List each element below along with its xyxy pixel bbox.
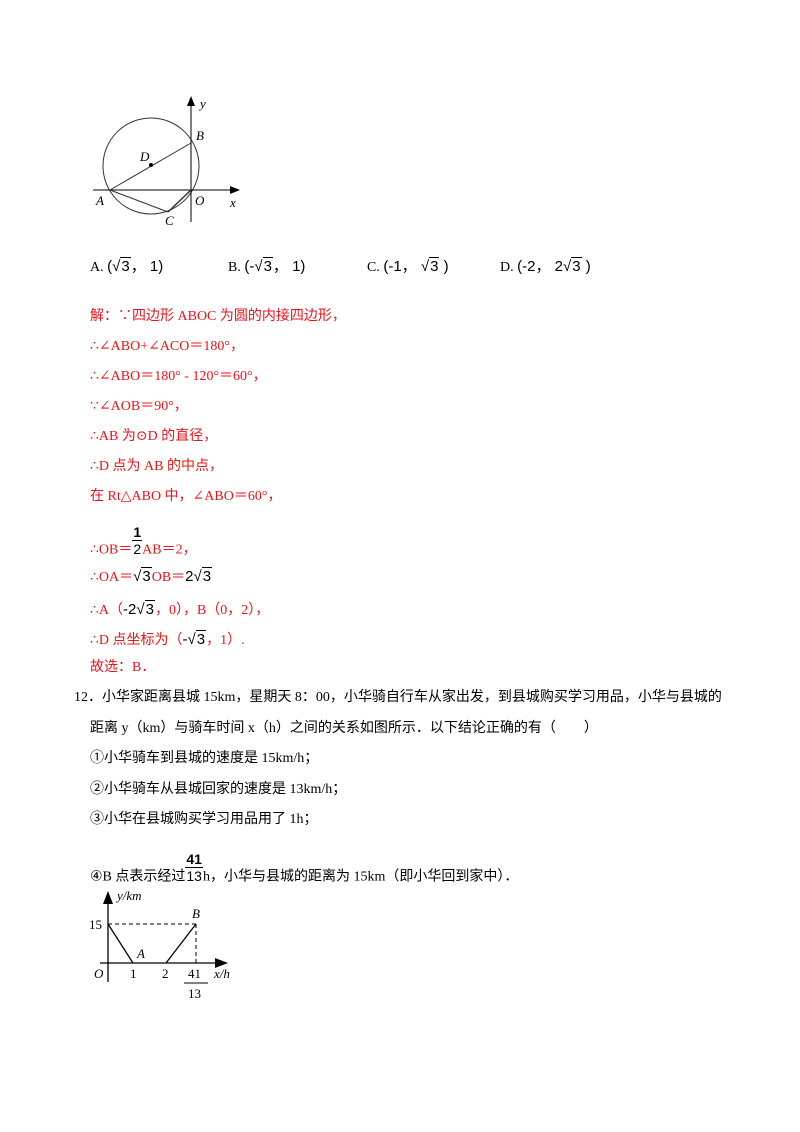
label-d: D <box>139 149 150 164</box>
y-axis-label: y/km <box>115 888 142 903</box>
solution-line: ∴A（-2√3，0），B（0，2）， <box>90 600 270 618</box>
label-c: C <box>165 213 174 228</box>
fraction: 41 13 <box>185 851 203 884</box>
y-axis-arrow-icon <box>187 96 195 106</box>
solution-line: 在 Rt△ABO 中，∠ABO＝60°， <box>90 489 282 504</box>
circle-figure: y B D A O x C <box>93 96 240 228</box>
distance-time-graph: y/km 15 B A O 1 2 41 13 x/h <box>89 888 230 1001</box>
label-b: B <box>196 128 204 143</box>
option-letter: A. <box>90 260 104 275</box>
x-tick-41-num: 41 <box>188 966 201 981</box>
solution-line: ∴∠ABO＝180° - 120°＝60°， <box>90 369 267 384</box>
segment-ac <box>109 189 169 213</box>
solution-line: ∴D 点为 AB 的中点， <box>90 459 223 474</box>
point-d <box>149 163 153 167</box>
option-letter: B. <box>228 260 241 275</box>
point-label-a: A <box>136 946 145 961</box>
x-tick-13-den: 13 <box>188 986 201 1001</box>
option-letter: C. <box>367 260 380 275</box>
x-tick-2: 2 <box>162 966 169 981</box>
label-x: x <box>229 195 236 210</box>
x-axis-label: x/h <box>213 966 230 981</box>
option-letter: D. <box>500 260 514 275</box>
y-tick-15: 15 <box>89 917 102 932</box>
y-axis-arrow-icon <box>103 891 113 904</box>
option-c: C. (-1， √3 ) <box>367 257 449 277</box>
option-a: A. (√3， 1) <box>90 257 164 277</box>
option-d: D. (-2， 2√3 ) <box>500 257 591 277</box>
x-tick-origin: O <box>94 966 104 981</box>
x-axis-arrow-icon <box>230 186 240 194</box>
label-y: y <box>198 96 206 111</box>
statement-3: ③小华在县城购买学习用品用了 1h； <box>90 812 318 827</box>
solution-line: ∵∠AOB＝90°， <box>90 399 188 414</box>
series-line-going <box>107 923 134 964</box>
solution-line: 解：∵四边形 ABOC 为圆的内接四边形， <box>90 309 346 324</box>
option-value: (-√3， 1) <box>244 257 306 275</box>
solution-line: ∴OB＝ 1 2 AB＝2， <box>90 524 197 558</box>
statement-1: ①小华骑车到县城的速度是 15km/h； <box>90 751 319 766</box>
x-axis-arrow-icon <box>215 958 228 968</box>
solution-line: ∴∠ABO+∠ACO＝180°， <box>90 339 244 354</box>
question-text: 12．小华家距离县城 15km，星期天 8：00，小华骑自行车从家出发，到县城购… <box>74 690 722 705</box>
question-text: 距离 y（km）与骑车时间 x（h）之间的关系如图所示．以下结论正确的有（ ） <box>90 721 598 736</box>
series-line-return <box>165 923 197 964</box>
option-value: (-1， √3 ) <box>383 257 449 275</box>
option-value: (√3， 1) <box>107 257 164 275</box>
solution-line: ∴AB 为⊙D 的直径， <box>90 429 218 444</box>
label-a: A <box>95 193 104 208</box>
statement-4: ④B 点表示经过 41 13 h，小华与县城的距离为 15km（即小华回到家中）． <box>90 851 519 885</box>
point-label-b: B <box>192 906 200 921</box>
statement-2: ②小华骑车从县城回家的速度是 13km/h； <box>90 782 347 797</box>
segment-co <box>167 189 192 213</box>
label-o: O <box>195 193 205 208</box>
solution-line: ∴D 点坐标为（-√3，1）. <box>90 630 245 648</box>
x-tick-1: 1 <box>130 966 137 981</box>
solution-line: 故选：B． <box>90 660 156 675</box>
solution-line: ∴OA＝√3OB＝2√3 <box>90 567 213 585</box>
option-b: B. (-√3， 1) <box>228 257 306 277</box>
option-value: (-2， 2√3 ) <box>517 257 591 275</box>
circle-d <box>102 117 200 215</box>
